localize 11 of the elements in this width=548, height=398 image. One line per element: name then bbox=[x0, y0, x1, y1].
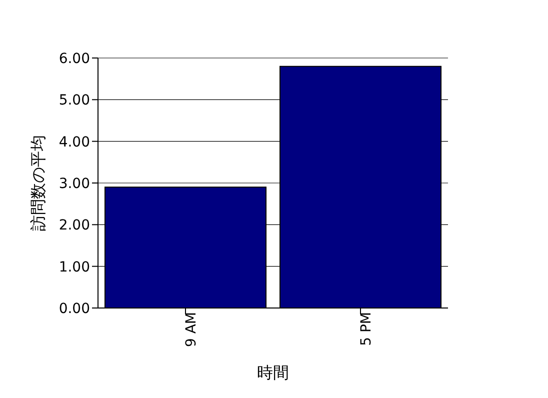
y-tick-label: 6.00 bbox=[58, 50, 90, 67]
x-axis-title: 時間 bbox=[257, 363, 289, 382]
y-tick-label: 3.00 bbox=[58, 176, 90, 192]
y-tick-label: 5.00 bbox=[58, 92, 90, 109]
y-tick-label: 2.00 bbox=[58, 218, 90, 234]
x-tick-label: 5 PM bbox=[358, 312, 374, 346]
x-tick-label: 9 AM bbox=[183, 312, 200, 348]
y-tick-label: 0.00 bbox=[58, 300, 90, 317]
y-tick-label: 4.00 bbox=[58, 134, 90, 150]
y-axis-title: 訪問数の平均 bbox=[28, 135, 48, 231]
y-tick-label: 1.00 bbox=[58, 259, 90, 276]
